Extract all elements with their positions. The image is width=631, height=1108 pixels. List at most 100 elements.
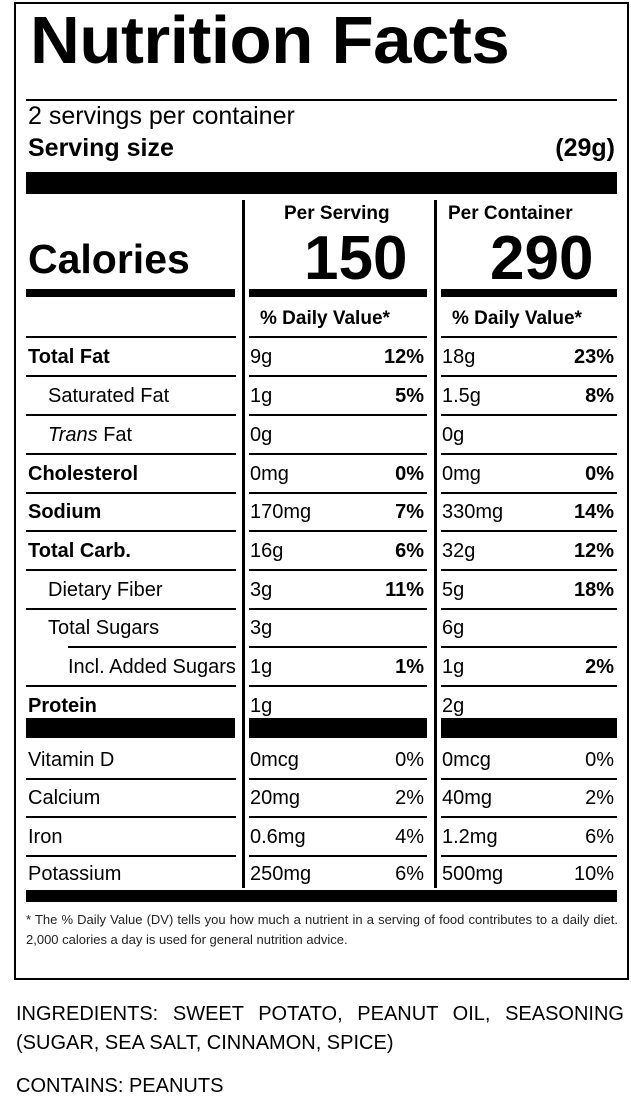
column-divider-1 (242, 200, 245, 888)
row-rule-serving (249, 375, 427, 377)
container-daily-value: 2% (585, 787, 614, 809)
row-rule-label (26, 608, 236, 610)
serving-daily-value: 12% (383, 346, 424, 368)
row-rule-label (26, 569, 236, 571)
row-rule-serving (249, 685, 427, 687)
row-rule-serving (249, 646, 427, 648)
servings-per-container: 2 servings per container (28, 102, 295, 130)
serving-daily-value: 4% (395, 826, 424, 848)
container-daily-value: 0% (585, 463, 614, 485)
calories-rule-3 (441, 289, 617, 297)
container-amount: 500mg (442, 863, 504, 885)
nutrient-label: Total Sugars (48, 617, 160, 639)
calories-per-container: 290 (490, 224, 594, 293)
row-rule-label (26, 414, 236, 416)
row-rule-serving (249, 816, 427, 818)
container-amount: 0mg (442, 463, 481, 485)
container-daily-value: 6% (585, 826, 614, 848)
nutrient-label: Cholesterol (28, 463, 139, 485)
row-rule-label (26, 816, 236, 818)
row-rule-label (26, 453, 236, 455)
serving-amount: 1g (250, 656, 273, 678)
footnote-mark: * (26, 912, 32, 927)
thick-rule-top (26, 172, 617, 194)
daily-value-footnote: * The % Daily Value (DV) tells you how m… (26, 910, 618, 950)
serving-amount: 16g (250, 540, 284, 562)
container-daily-value: 10% (573, 863, 614, 885)
row-rule-container (441, 414, 617, 416)
row-rule-serving (249, 336, 427, 338)
row-rule-serving (249, 453, 427, 455)
serving-amount: 1g (250, 385, 273, 407)
row-rule-container (441, 778, 617, 780)
row-rule-serving (249, 778, 427, 780)
serving-daily-value: 5% (395, 385, 424, 407)
serving-daily-value: 11% (385, 579, 424, 601)
container-amount: 1g (442, 656, 465, 678)
nutrient-label: Dietary Fiber (48, 579, 163, 601)
row-rule-serving (249, 608, 427, 610)
row-rule-serving (249, 530, 427, 532)
row-rule-container (441, 855, 617, 857)
nutrient-label: Sodium (28, 501, 102, 523)
serving-size-label: Serving size (28, 134, 174, 162)
calories-per-serving: 150 (304, 224, 408, 293)
row-rule-serving (249, 855, 427, 857)
calories-rule-1 (26, 289, 235, 297)
container-daily-value: 18% (573, 579, 614, 601)
dv-header-serving: % Daily Value* (260, 308, 390, 329)
serving-amount: 170mg (250, 501, 312, 523)
serving-amount: 0mg (250, 463, 289, 485)
allergen-statement: CONTAINS: PEANUTS (16, 1075, 224, 1097)
row-rule-container (441, 492, 617, 494)
row-rule-container (441, 375, 617, 377)
container-amount: 32g (442, 540, 476, 562)
dv-header-container: % Daily Value* (452, 308, 582, 329)
serving-daily-value: 7% (395, 501, 424, 523)
serving-amount: 0g (250, 424, 273, 446)
serving-daily-value: 6% (395, 540, 424, 562)
vitamin-bar-2 (249, 718, 427, 738)
serving-amount: 0mcg (250, 749, 299, 771)
row-rule-serving (249, 414, 427, 416)
row-rule-label (26, 530, 236, 532)
serving-amount: 9g (250, 346, 273, 368)
serving-daily-value: 0% (395, 749, 424, 771)
row-rule-container (441, 816, 617, 818)
row-rule-label (26, 855, 236, 857)
row-rule-label (26, 336, 236, 338)
vitamin-bar-3 (441, 718, 617, 738)
row-rule-container (441, 685, 617, 687)
row-rule-label (26, 375, 236, 377)
serving-daily-value: 6% (395, 863, 424, 885)
row-rule-container (441, 569, 617, 571)
container-daily-value: 23% (573, 346, 614, 368)
calories-label: Calories (28, 236, 190, 282)
nutrient-label: Protein (28, 695, 97, 717)
panel-title: Nutrition Facts (30, 3, 510, 78)
vitamin-bar-1 (26, 718, 235, 738)
nutrient-label-italic: Trans (48, 424, 98, 446)
per-serving-header: Per Serving (284, 203, 390, 224)
container-daily-value: 0% (585, 749, 614, 771)
nutrient-label: Trans Fat (48, 423, 132, 447)
serving-amount: 1g (250, 695, 273, 717)
container-amount: 2g (442, 695, 465, 717)
container-amount: 1.5g (442, 385, 481, 407)
nutrient-label: Total Fat (28, 346, 110, 368)
serving-daily-value: 0% (395, 463, 424, 485)
serving-amount: 250mg (250, 863, 312, 885)
container-amount: 0g (442, 424, 465, 446)
serving-amount: 3g (250, 617, 273, 639)
row-rule-container (441, 608, 617, 610)
row-rule-label (26, 492, 236, 494)
row-rule-label (26, 778, 236, 780)
container-daily-value: 14% (573, 501, 614, 523)
serving-daily-value: 1% (395, 656, 424, 678)
container-daily-value: 2% (585, 656, 614, 678)
row-rule-container (441, 336, 617, 338)
serving-amount: 0.6mg (250, 826, 306, 848)
serving-daily-value: 2% (395, 787, 424, 809)
column-divider-2 (434, 200, 437, 888)
container-amount: 330mg (442, 501, 504, 523)
